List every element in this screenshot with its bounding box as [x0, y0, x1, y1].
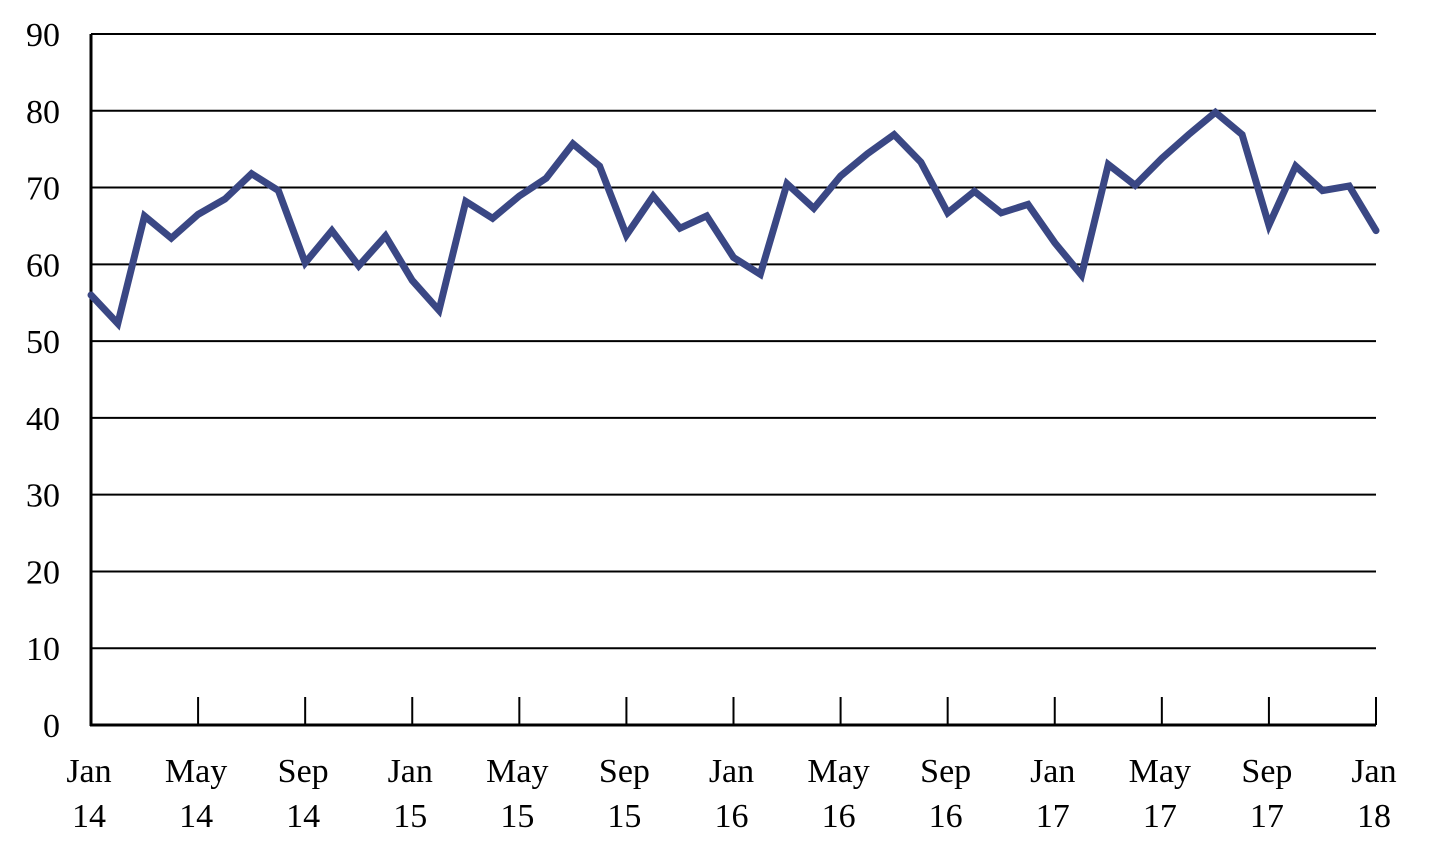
x-tick-year: 14 — [179, 798, 213, 835]
x-tick-month: Jan — [709, 753, 754, 790]
y-tick-label: 60 — [26, 247, 60, 284]
y-tick-label: 80 — [26, 94, 60, 131]
x-tick-year: 15 — [607, 798, 641, 835]
x-tick-month: Jan — [388, 753, 433, 790]
y-tick-label: 70 — [26, 171, 60, 208]
x-tick-month: May — [486, 753, 548, 790]
x-tick-month: Sep — [599, 753, 650, 790]
y-tick-label: 20 — [26, 554, 60, 591]
gridlines — [91, 33, 1376, 650]
y-tick-label: 0 — [43, 708, 60, 745]
x-tick-month: Sep — [278, 753, 329, 790]
x-tick-month: May — [165, 753, 227, 790]
y-tick-label: 10 — [26, 631, 60, 668]
x-tick-year: 17 — [1250, 798, 1284, 835]
x-tick-month: Jan — [66, 753, 111, 790]
y-tick-label: 50 — [26, 324, 60, 361]
x-tick-year: 16 — [929, 798, 963, 835]
x-tick-year: 17 — [1036, 798, 1070, 835]
x-tick-year: 15 — [500, 798, 534, 835]
x-tick-year: 15 — [393, 798, 427, 835]
y-tick-label: 30 — [26, 478, 60, 515]
x-tick-month: May — [807, 753, 869, 790]
x-tick-month: Jan — [1030, 753, 1075, 790]
y-axis-tick-labels: 0 10 20 30 40 50 60 70 80 90 — [26, 17, 60, 745]
x-tick-month: Jan — [1351, 753, 1396, 790]
x-axis-ticks: Jan 14 May 14 Sep 14 Jan 15 May 15 Sep 15 Jan 16 May 16… — [66, 697, 1397, 835]
x-tick-year: 14 — [72, 798, 106, 835]
x-tick-year: 17 — [1143, 798, 1177, 835]
x-tick-year: 14 — [286, 798, 320, 835]
x-tick-year: 16 — [822, 798, 856, 835]
y-tick-label: 40 — [26, 401, 60, 438]
x-tick-year: 18 — [1357, 798, 1391, 835]
series-line — [87, 107, 1380, 331]
x-tick-month: Sep — [920, 753, 971, 790]
y-tick-label: 90 — [26, 17, 60, 54]
x-tick-month: May — [1129, 753, 1191, 790]
x-tick-year: 16 — [715, 798, 749, 835]
x-tick-month: Sep — [1241, 753, 1292, 790]
